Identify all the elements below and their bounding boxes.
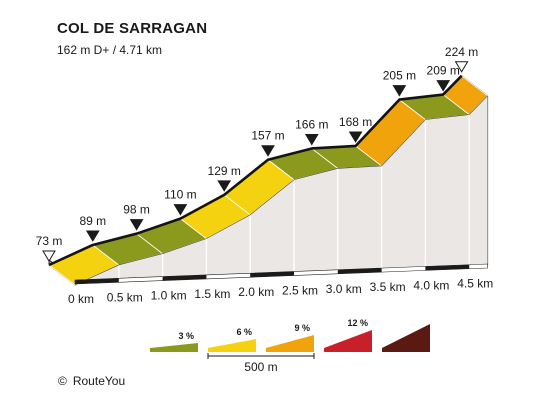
copyright-icon: © [58,374,67,388]
distance-tick-label: 2.5 km [282,284,318,298]
distance-tick-label: 0 km [68,292,94,306]
distance-tick-label: 1.5 km [194,287,230,301]
distance-scale-black-tick [250,271,294,278]
legend-label: 12 % [347,318,368,328]
legend-label: 9 % [294,323,310,333]
waypoint-marker-icon [392,85,407,97]
waypoint-marker-icon [217,180,232,192]
distance-tick-label: 3.5 km [370,280,406,294]
waypoint-marker-icon [261,145,275,157]
waypoint-marker-icon [304,133,319,146]
waypoint-marker-icon [436,80,451,92]
legend-swatch [324,330,372,352]
distance-tick-label: 4.0 km [413,278,449,292]
footer-brand: RouteYou [72,374,126,388]
legend-label: 3 % [178,331,194,341]
elevation-label: 205 m [383,69,416,83]
elevation-label: 166 m [295,117,328,131]
profile-front-outline [74,95,488,286]
elevation-label: 98 m [123,203,150,217]
distance-scale-black-tick [75,278,119,284]
legend-swatch [208,339,256,352]
elevation-label: 209 m [427,64,460,78]
distance-tick-label: 3.0 km [326,282,362,296]
waypoint-hollow-marker-icon [42,250,56,262]
chart-title: COL DE SARRAGAN [57,20,208,37]
legend-swatch [150,343,198,352]
distance-tick-label: 1.0 km [151,289,187,303]
scale-bar-label: 500 m [244,360,277,374]
waypoint-hollow-marker-icon [454,61,469,73]
elevation-ridge-line [48,74,463,267]
elevation-label: 224 m [445,45,478,59]
elevation-label: 89 m [79,214,106,228]
elevation-label: 168 m [339,115,372,129]
elevation-label: 110 m [164,188,196,202]
legend-label: 6 % [236,327,252,337]
distance-scale-black-tick [337,268,382,274]
waypoint-marker-icon [85,230,100,242]
distance-scale-black-tick [425,264,470,271]
legend-swatch [382,324,430,352]
legend-swatch [266,335,314,352]
waypoint-marker-icon [129,219,144,231]
elevation-label: 129 m [208,164,241,178]
waypoint-marker-icon [348,131,363,143]
footer-credit: © RouteYou [58,374,125,388]
elevation-label: 157 m [251,129,284,143]
distance-tick-label: 2.0 km [238,285,274,299]
distance-tick-label: 4.5 km [457,277,493,291]
distance-tick-label: 0.5 km [107,290,143,304]
chart-subtitle: 162 m D+ / 4.71 km [57,43,163,57]
waypoint-marker-icon [173,204,188,216]
distance-scale-black-tick [162,274,207,281]
elevation-label: 73 m [36,234,63,248]
